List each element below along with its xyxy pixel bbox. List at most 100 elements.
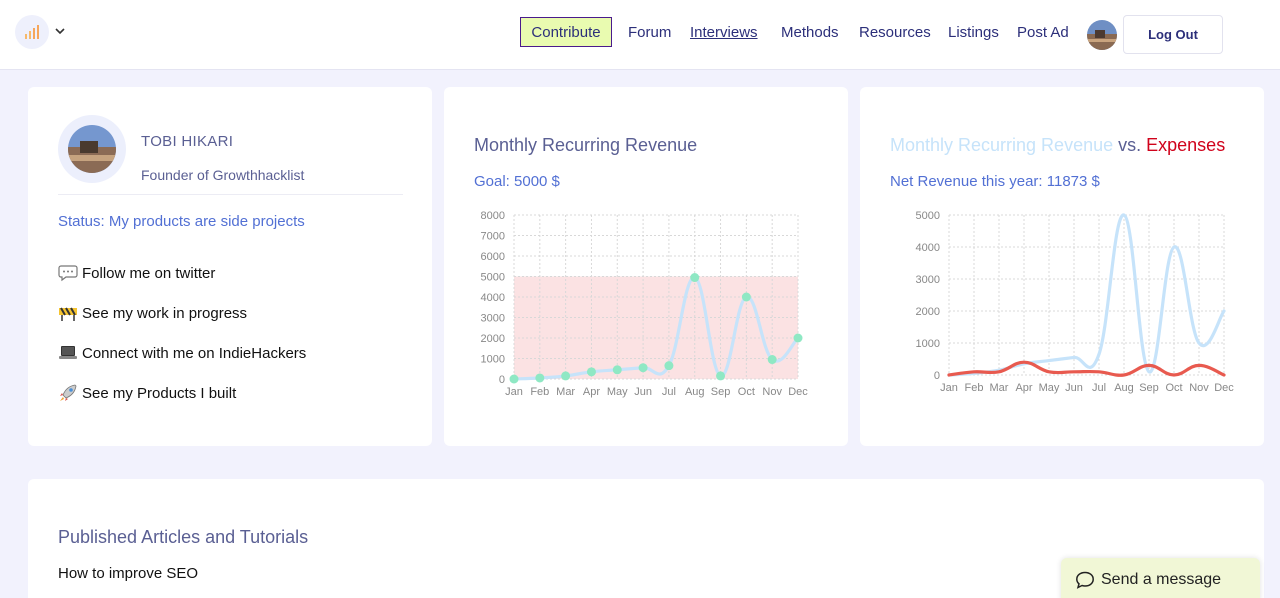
rocket-icon xyxy=(60,384,77,401)
user-avatar[interactable] xyxy=(1087,20,1117,50)
y-tick-label: 3000 xyxy=(916,274,940,286)
nav-post-ad[interactable]: Post Ad xyxy=(1017,24,1069,41)
x-tick-label: Jan xyxy=(940,382,958,394)
products-link[interactable]: See my Products I built xyxy=(58,384,236,402)
nav-interviews[interactable]: Interviews xyxy=(690,24,758,41)
x-tick-label: Apr xyxy=(583,386,600,398)
mrr-line-chart: 0 1000 2000 3000 4000 5000 6000 7000 8000 Jan Feb M… xyxy=(481,210,809,398)
x-tick-label: Sep xyxy=(1139,382,1159,394)
x-tick-label: Oct xyxy=(1165,382,1182,394)
profile-status: Status: My products are side projects xyxy=(58,213,305,230)
x-tick-label: Aug xyxy=(1114,382,1134,394)
x-tick-label: Jun xyxy=(634,386,652,398)
twitter-link-label: Follow me on twitter xyxy=(82,264,216,282)
mrr-vs-expenses-card: Monthly Recurring Revenue vs. Expenses N… xyxy=(860,87,1264,446)
net-revenue: Net Revenue this year: 11873 $ xyxy=(890,173,1100,190)
data-point xyxy=(741,292,751,302)
top-navbar: Contribute Forum Interviews Methods Reso… xyxy=(0,0,1280,70)
laptop-icon xyxy=(59,346,77,359)
series-line xyxy=(947,213,1226,377)
mrr-vs-expenses-line-chart: 0 1000 2000 3000 4000 5000 Jan Feb Mar Apr May Jun J… xyxy=(916,210,1235,394)
x-tick-label: Dec xyxy=(1214,382,1234,394)
mve-title-expenses: Expenses xyxy=(1146,135,1226,155)
nav-methods[interactable]: Methods xyxy=(781,24,839,41)
y-tick-label: 0 xyxy=(934,370,940,382)
logout-button[interactable]: Log Out xyxy=(1123,15,1223,54)
profile-card: TOBI HIKARI Founder of Growthhacklist St… xyxy=(28,87,432,446)
y-tick-label: 7000 xyxy=(481,231,505,243)
data-point xyxy=(767,355,777,365)
mve-title-revenue: Monthly Recurring Revenue xyxy=(890,135,1114,155)
mrr-chart-title: Monthly Recurring Revenue xyxy=(474,135,698,155)
data-point xyxy=(716,371,726,381)
articles-title: Published Articles and Tutorials xyxy=(58,527,309,547)
mve-chart-title: Monthly Recurring Revenue vs. Expenses xyxy=(890,135,1225,156)
data-point xyxy=(690,273,700,283)
nav-resources[interactable]: Resources xyxy=(859,24,931,41)
profile-avatar-ring xyxy=(58,115,126,183)
data-point xyxy=(535,373,545,383)
data-point xyxy=(509,374,519,384)
x-tick-label: May xyxy=(607,386,628,398)
data-point xyxy=(793,333,803,343)
x-tick-label: Aug xyxy=(685,386,705,398)
profile-role: Founder of Growthhacklist xyxy=(141,167,305,183)
y-tick-label: 3000 xyxy=(481,313,505,325)
nav-forum[interactable]: Forum xyxy=(628,24,672,41)
data-point xyxy=(638,363,648,373)
x-tick-label: Nov xyxy=(1189,382,1209,394)
y-tick-label: 4000 xyxy=(481,292,505,304)
mve-title-vs: vs. xyxy=(1113,135,1147,155)
work-in-progress-label: See my work in progress xyxy=(82,304,248,322)
x-tick-label: Jun xyxy=(1065,382,1083,394)
speech-bubble-icon xyxy=(58,265,78,282)
data-point xyxy=(561,371,571,381)
x-tick-label: Sep xyxy=(711,386,731,398)
contribute-button[interactable]: Contribute xyxy=(520,17,612,47)
logo-bar-chart-icon[interactable] xyxy=(15,15,49,49)
y-tick-label: 2000 xyxy=(481,333,505,345)
y-tick-label: 8000 xyxy=(481,210,505,222)
y-tick-label: 1000 xyxy=(916,338,940,350)
y-tick-label: 1000 xyxy=(481,354,505,366)
x-tick-label: Feb xyxy=(530,386,549,398)
x-tick-label: Dec xyxy=(788,386,808,398)
data-point xyxy=(612,365,622,375)
work-in-progress-link[interactable]: See my work in progress xyxy=(58,304,247,322)
x-tick-label: Oct xyxy=(738,386,755,398)
profile-avatar xyxy=(68,125,116,173)
mrr-chart-card: Monthly Recurring Revenue Goal: 5000 $ 0… xyxy=(444,87,848,446)
series-line xyxy=(947,360,1226,377)
x-tick-label: Mar xyxy=(556,386,575,398)
goal-band xyxy=(514,276,798,379)
x-tick-label: Jul xyxy=(1092,382,1106,394)
data-point xyxy=(586,367,596,377)
indiehackers-label: Connect with me on IndieHackers xyxy=(82,344,307,362)
send-message-label: Send a message xyxy=(1101,571,1222,588)
construction-icon xyxy=(59,307,77,321)
y-tick-label: 6000 xyxy=(481,251,505,263)
chat-bubble-icon xyxy=(1076,571,1094,589)
x-tick-label: Mar xyxy=(990,382,1009,394)
x-tick-label: May xyxy=(1039,382,1060,394)
article-link[interactable]: How to improve SEO xyxy=(58,565,199,582)
x-tick-label: Feb xyxy=(965,382,984,394)
twitter-link[interactable]: Follow me on twitter xyxy=(58,264,215,282)
y-tick-label: 4000 xyxy=(916,242,940,254)
y-tick-label: 2000 xyxy=(916,306,940,318)
x-tick-label: Jul xyxy=(662,386,676,398)
send-message-button[interactable]: Send a message xyxy=(1061,558,1260,598)
products-label: See my Products I built xyxy=(82,384,237,402)
articles-card: Published Articles and Tutorials How to … xyxy=(28,479,1264,598)
y-tick-label: 0 xyxy=(499,374,505,386)
indiehackers-link[interactable]: Connect with me on IndieHackers xyxy=(58,344,306,362)
chevron-down-icon[interactable] xyxy=(53,24,67,38)
x-tick-label: Apr xyxy=(1015,382,1032,394)
mrr-goal: Goal: 5000 $ xyxy=(474,173,560,190)
nav-listings[interactable]: Listings xyxy=(948,24,999,41)
x-tick-label: Nov xyxy=(762,386,782,398)
divider xyxy=(58,194,403,195)
y-tick-label: 5000 xyxy=(916,210,940,222)
profile-name: TOBI HIKARI xyxy=(141,133,234,150)
y-tick-label: 5000 xyxy=(481,272,505,284)
